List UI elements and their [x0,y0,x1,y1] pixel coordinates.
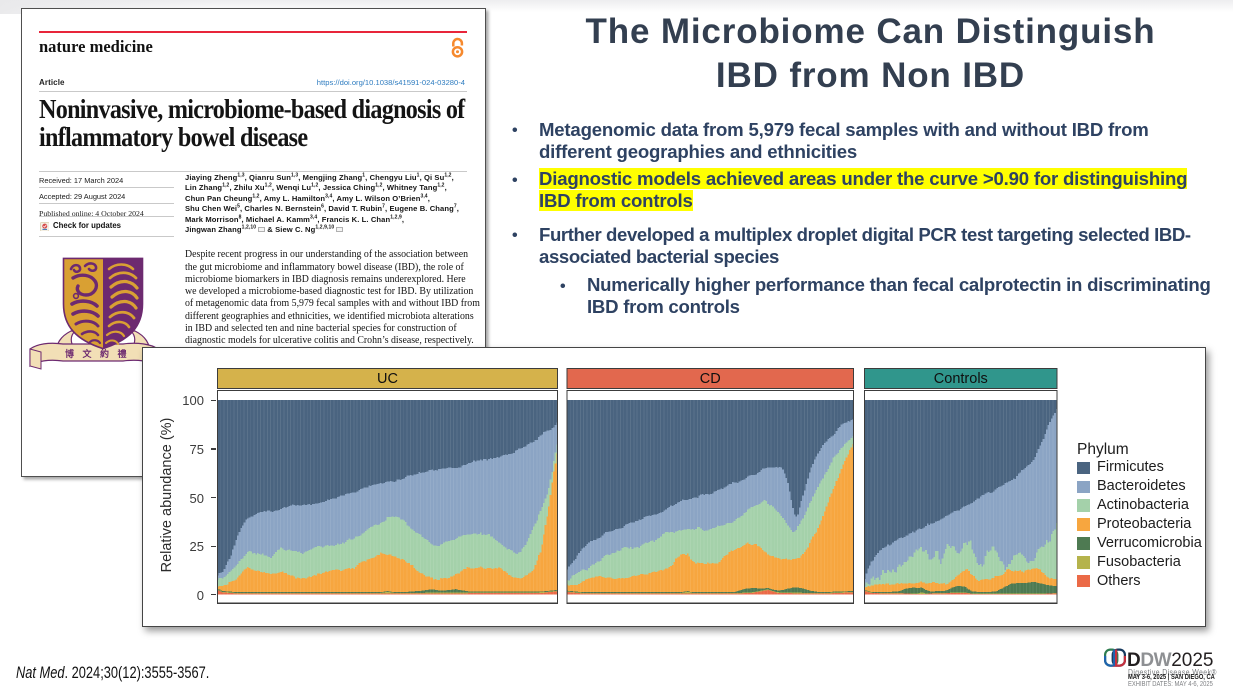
svg-text:CD: CD [699,371,720,387]
svg-text:Controls: Controls [933,371,987,387]
svg-text:博文約禮: 博文約禮 [65,348,135,359]
svg-text:UC: UC [377,371,398,387]
